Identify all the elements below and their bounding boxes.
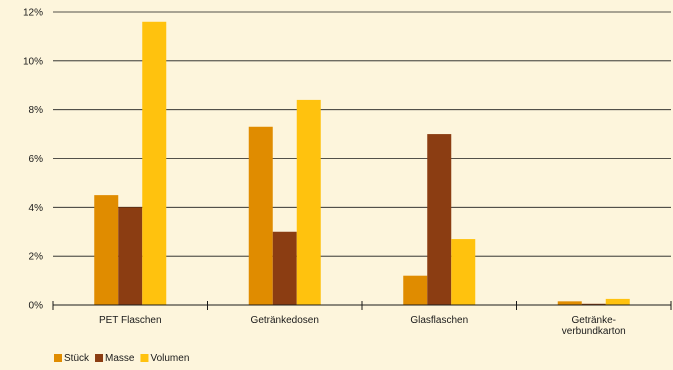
y-tick-label: 8% [29,105,44,116]
legend-swatch [140,354,149,362]
bar-st-ck [94,195,119,305]
bar-masse [427,134,452,305]
x-category-labels: PET Flaschen Getränkedosen Glasflaschen Get… [99,315,626,337]
x-category-label: Glasflaschen [410,315,468,326]
x-category-label: Getränke- [572,315,616,326]
legend-label: Volumen [150,353,189,364]
bar-volumen [142,21,167,306]
legend-swatch [54,354,62,362]
legend-label: Stück [64,353,90,364]
y-tick-label: 10% [23,56,43,67]
y-tick-label: 4% [29,203,44,214]
bar-masse [581,303,606,305]
bar-volumen [451,239,476,305]
y-tick-labels: 0% 2% 4% 6% 8% 10% 12% [23,8,43,312]
legend-label: Masse [105,353,135,364]
legend: Stück Masse Volumen [54,353,189,364]
legend-swatch [95,354,104,362]
bars [94,21,630,306]
x-category-label: verbundkarton [562,326,626,337]
bar-st-ck [557,301,582,305]
x-category-label: Getränkedosen [251,315,319,326]
bar-st-ck [248,126,273,305]
bar-masse [118,207,143,305]
x-category-label: PET Flaschen [99,315,162,326]
y-tick-label: 6% [29,154,44,165]
bar-volumen [296,99,321,306]
bar-st-ck [403,275,428,305]
y-tick-label: 0% [29,301,44,312]
bar-volumen [605,298,630,305]
y-tick-label: 12% [23,8,43,19]
y-tick-label: 2% [29,252,44,263]
axes [52,301,672,310]
bar-masse [272,231,297,305]
